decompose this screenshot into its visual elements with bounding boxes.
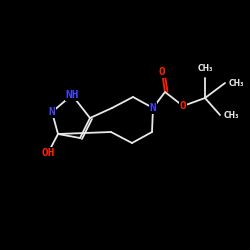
- Text: N: N: [150, 103, 156, 113]
- Text: CH₃: CH₃: [197, 64, 213, 73]
- Text: CH₃: CH₃: [229, 78, 244, 88]
- Text: O: O: [159, 67, 166, 77]
- Text: N: N: [48, 107, 56, 117]
- Text: O: O: [180, 101, 186, 111]
- Text: NH: NH: [65, 90, 79, 100]
- Text: OH: OH: [41, 148, 55, 158]
- Text: CH₃: CH₃: [224, 110, 240, 120]
